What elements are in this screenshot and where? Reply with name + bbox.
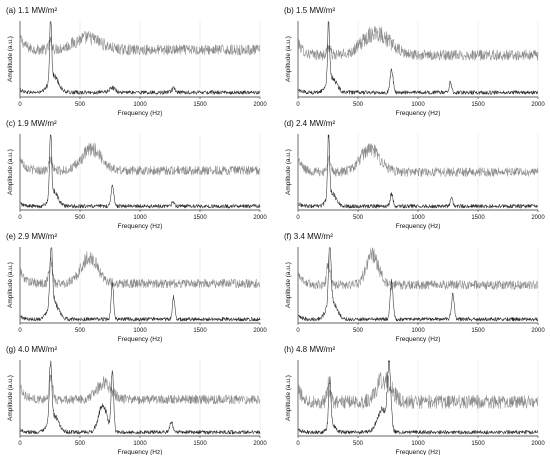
y-axis-label: Amplitude (a.u.) <box>7 149 14 195</box>
x-axis-label: Frequency (Hz) <box>118 449 163 455</box>
x-tick-label: 1000 <box>133 441 147 447</box>
series-line-upper <box>297 371 539 409</box>
x-tick-label: 1500 <box>471 102 485 108</box>
x-axis-label: Frequency (Hz) <box>396 110 441 117</box>
x-axis-label: Frequency (Hz) <box>396 223 441 230</box>
x-tick-label: 500 <box>75 215 86 221</box>
x-axis-label: Frequency (Hz) <box>118 223 163 230</box>
x-axis-label: Frequency (Hz) <box>396 449 441 455</box>
y-axis-label: Amplitude (a.u.) <box>285 262 292 308</box>
x-tick-label: 0 <box>18 102 22 108</box>
x-tick-label: 0 <box>296 441 300 447</box>
series-line-lower <box>19 247 261 322</box>
x-tick-label: 1500 <box>193 102 207 108</box>
series-line-lower <box>297 360 539 435</box>
series-line-upper <box>19 142 261 176</box>
x-tick-label: 2000 <box>253 441 267 447</box>
y-axis-label: Amplitude (a.u.) <box>285 149 292 195</box>
chart-title: (e) 2.9 MW/m² <box>6 232 57 241</box>
x-tick-label: 1000 <box>411 102 425 108</box>
chart-title: (b) 1.5 MW/m² <box>284 6 335 15</box>
x-tick-label: 1000 <box>411 328 425 334</box>
x-tick-label: 1500 <box>471 215 485 221</box>
series-line-lower <box>297 247 539 322</box>
y-axis-label: Amplitude (a.u.) <box>285 375 292 421</box>
series-line-lower <box>297 21 539 95</box>
chart-panel: (a) 1.1 MW/m² 0 500 1000 1500 2000 Frequency (… <box>6 6 267 117</box>
x-tick-label: 1000 <box>133 102 147 108</box>
x-tick-label: 500 <box>353 441 364 447</box>
series-line-upper <box>297 247 539 290</box>
x-tick-label: 0 <box>296 102 300 108</box>
x-tick-label: 500 <box>353 215 364 221</box>
x-tick-label: 1000 <box>411 441 425 447</box>
x-tick-label: 1500 <box>471 441 485 447</box>
series-line-upper <box>297 143 539 177</box>
x-tick-label: 0 <box>18 441 22 447</box>
series-line-upper <box>19 250 261 289</box>
x-tick-label: 2000 <box>253 328 267 334</box>
y-axis-label: Amplitude (a.u.) <box>285 36 292 82</box>
y-axis-label: Amplitude (a.u.) <box>7 262 14 308</box>
x-tick-label: 0 <box>18 215 22 221</box>
chart-panel: (b) 1.5 MW/m² 0 500 1000 1500 2000 Frequency (… <box>284 6 545 117</box>
x-tick-label: 0 <box>18 328 22 334</box>
chart-title: (f) 3.4 MW/m² <box>284 232 333 241</box>
y-axis-label: Amplitude (a.u.) <box>7 375 14 421</box>
x-tick-label: 2000 <box>531 441 545 447</box>
x-tick-label: 1500 <box>193 441 207 447</box>
x-tick-label: 2000 <box>531 102 545 108</box>
x-tick-label: 1500 <box>193 328 207 334</box>
x-axis-label: Frequency (Hz) <box>118 336 163 343</box>
chart-title: (h) 4.8 MW/m² <box>284 345 335 354</box>
x-tick-label: 500 <box>75 102 86 108</box>
x-tick-label: 500 <box>75 441 86 447</box>
chart-panel: (e) 2.9 MW/m² 0 500 1000 1500 2000 Frequency (… <box>6 232 267 343</box>
x-tick-label: 500 <box>353 328 364 334</box>
x-tick-label: 2000 <box>253 102 267 108</box>
series-line-lower <box>19 21 261 95</box>
x-tick-label: 1000 <box>133 215 147 221</box>
x-tick-label: 2000 <box>531 328 545 334</box>
x-tick-label: 500 <box>75 328 86 334</box>
x-tick-label: 1500 <box>471 328 485 334</box>
x-tick-label: 500 <box>353 102 364 108</box>
x-axis-label: Frequency (Hz) <box>118 110 163 117</box>
x-tick-label: 1500 <box>193 215 207 221</box>
chart-title: (c) 1.9 MW/m² <box>6 119 57 128</box>
x-tick-label: 0 <box>296 215 300 221</box>
chart-title: (a) 1.1 MW/m² <box>6 6 57 15</box>
y-axis-label: Amplitude (a.u.) <box>7 36 14 82</box>
chart-panel: (c) 1.9 MW/m² 0 500 1000 1500 2000 Frequency (… <box>6 119 267 230</box>
chart-title: (g) 4.0 MW/m² <box>6 345 57 354</box>
chart-panel: (g) 4.0 MW/m² 0 500 1000 1500 2000 Frequency (… <box>6 345 267 456</box>
series-line-upper <box>297 26 539 61</box>
series-line-upper <box>19 374 261 405</box>
x-tick-label: 2000 <box>253 215 267 221</box>
x-tick-label: 2000 <box>531 215 545 221</box>
series-line-upper <box>19 31 261 56</box>
chart-title: (d) 2.4 MW/m² <box>284 119 335 128</box>
chart-panel: (f) 3.4 MW/m² 0 500 1000 1500 2000 Frequency (… <box>284 232 545 343</box>
x-tick-label: 0 <box>296 328 300 334</box>
series-line-lower <box>19 134 261 209</box>
series-line-lower <box>19 360 261 435</box>
x-tick-label: 1000 <box>133 328 147 334</box>
chart-panel: (d) 2.4 MW/m² 0 500 1000 1500 2000 Frequency (… <box>284 119 545 230</box>
series-line-lower <box>297 134 539 209</box>
chart-panel: (h) 4.8 MW/m² 0 500 1000 1500 2000 Frequency (… <box>284 345 545 456</box>
x-axis-label: Frequency (Hz) <box>396 336 441 343</box>
x-tick-label: 1000 <box>411 215 425 221</box>
